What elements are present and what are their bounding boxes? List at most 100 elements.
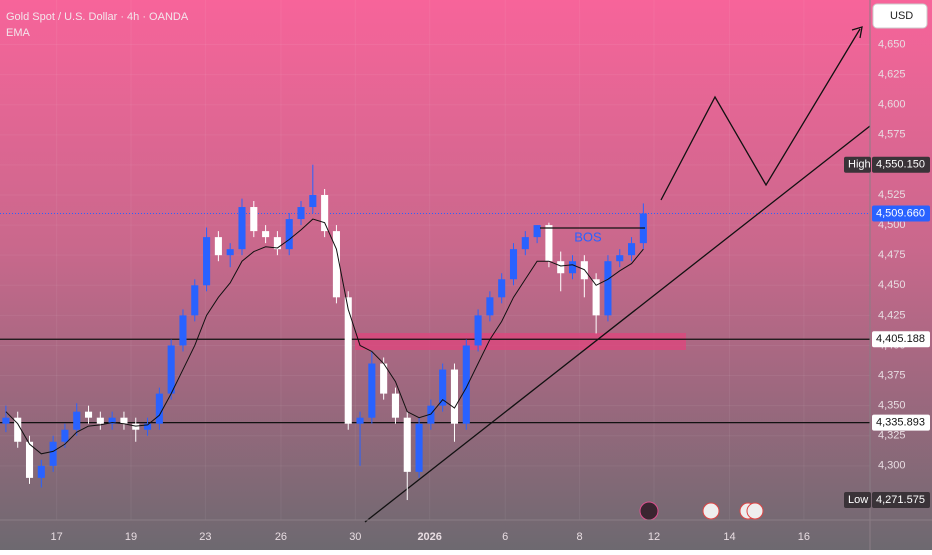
price-label-box [872,156,930,173]
candle-body [462,345,470,424]
candle-body [356,417,364,424]
candle-body [439,369,447,406]
x-tick-label: 19 [125,531,137,543]
candle-body [533,225,541,238]
y-tick-label: 4,600 [878,99,906,111]
event-flag[interactable] [702,502,720,520]
candle-body [25,441,34,478]
x-tick-label: 30 [349,531,361,543]
candle-body [321,195,329,232]
candle-body [14,417,22,442]
event-flag[interactable] [746,502,764,520]
y-tick-label: 4,625 [878,69,906,81]
candle-body [73,411,81,430]
price-label-box [872,414,930,431]
candle-body [403,417,411,472]
candle-body [557,261,565,274]
projection-path [660,28,861,201]
arrow-head [851,26,863,39]
candle-body [628,243,636,256]
candle-body [297,207,305,220]
price-label-box [872,331,930,348]
y-tick-label: 4,325 [878,430,906,442]
price-label-tag [844,492,871,509]
price-label-box [872,205,930,222]
y-tick-label: 4,425 [878,309,906,321]
candle-body [592,279,600,316]
y-tick-label: 4,350 [878,400,906,412]
y-tick-label: 4,500 [878,219,906,231]
price-label: 4,335.893 [876,417,925,429]
candle-body [132,423,140,430]
candle-body [285,219,293,250]
candle-body [616,255,624,262]
candle-body [474,315,482,346]
y-tick-label: 4,450 [878,279,906,291]
x-tick-label: 16 [798,531,810,543]
candle-body [238,207,246,250]
candle-body [509,249,518,280]
candle-body [604,261,612,316]
currency-button[interactable] [872,3,928,29]
price-label-name: Low [848,494,868,506]
candle-body [2,417,10,424]
price-label-tag [844,156,871,173]
candle-body [486,297,494,316]
candle-body [427,405,435,424]
candle-body [380,363,388,394]
candle-body [344,297,352,424]
levels [0,212,870,424]
candle-body [214,237,222,256]
x-tick-label: 14 [723,531,735,543]
event-icon[interactable] [639,501,659,521]
candles [2,164,647,501]
candle-body [450,369,459,424]
price-label: 4,405.188 [876,333,925,345]
candle-body [498,279,506,298]
candle-body [96,417,104,424]
y-tick-label: 4,650 [878,38,906,50]
price-label: 4,509.660 [876,207,925,219]
candle-body [262,231,270,238]
candle-body [155,393,163,424]
currency-label: USD [890,10,913,22]
y-tick-label: 4,375 [878,369,906,381]
candle-body [226,249,234,256]
y-tick-label: 4,475 [878,249,906,261]
candle-body [332,231,340,298]
candle-body [84,411,93,418]
price-label-box [872,492,930,509]
y-tick-label: 4,300 [878,460,906,472]
candle-body [108,417,116,424]
candle-body [203,237,211,286]
y-tick-label: 4,575 [878,129,906,141]
bos-label: BOS [574,229,602,244]
candle-body [368,363,376,418]
x-tick-label: 12 [648,531,660,543]
candle-body [191,285,199,316]
trendline [364,125,871,523]
candle-body [545,225,553,262]
ema-line [5,218,644,455]
x-tick-label: 26 [275,531,287,543]
x-tick-label: 6 [502,531,508,543]
candle-body [120,417,128,424]
candle-body [179,315,187,346]
price-label: 4,271.575 [876,494,925,506]
x-tick-label: 17 [51,531,63,543]
candle-body [144,423,152,430]
candle-body [568,261,577,274]
candle-body [273,237,281,250]
candle-body [250,207,258,232]
candle-body [61,429,69,442]
indicator-label: EMA [6,27,31,39]
candle-body [391,393,399,418]
candle-body [415,423,423,472]
chart-title: Gold Spot / U.S. Dollar · 4h · OANDA [6,11,189,23]
y-tick-label: 4,525 [878,189,906,201]
x-tick-label: 8 [577,531,583,543]
